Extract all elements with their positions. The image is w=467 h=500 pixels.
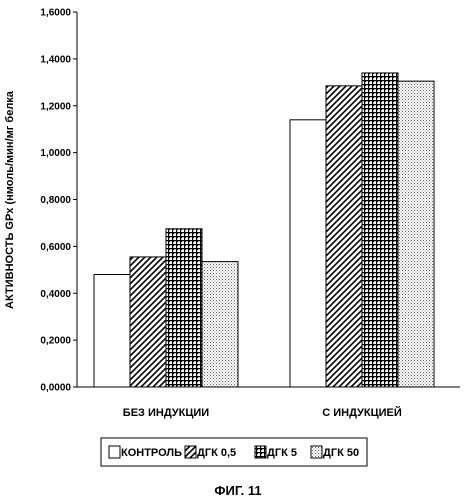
- legend-label: ДГК 0,5: [197, 447, 236, 459]
- x-category-label: С ИНДУКЦИЕЙ: [322, 406, 402, 419]
- bar: [202, 262, 238, 387]
- bar: [326, 86, 362, 387]
- figure-caption: ФИГ. 11: [214, 483, 261, 498]
- y-tick-label: 1,6000: [40, 8, 71, 19]
- y-tick-label: 1,2000: [40, 101, 71, 112]
- y-tick-label: 0,4000: [40, 289, 71, 300]
- legend-swatch: [185, 446, 196, 458]
- x-category-label: БЕЗ ИНДУКЦИИ: [123, 407, 210, 419]
- legend-swatch: [255, 446, 266, 458]
- y-axis-label: АКТИВНОСТЬ GPx (нмоль/мин/мг белка: [4, 90, 16, 309]
- y-tick-label: 0,0000: [40, 383, 71, 394]
- legend-swatch: [311, 446, 322, 458]
- y-tick-label: 1,4000: [40, 54, 71, 65]
- bars: [94, 73, 434, 387]
- bar: [130, 257, 166, 387]
- bar: [290, 120, 326, 387]
- bar: [362, 73, 398, 387]
- legend-label: ДГК 5: [267, 447, 297, 459]
- bar: [398, 81, 434, 387]
- y-tick-label: 0,2000: [40, 336, 71, 347]
- legend-label: ДГК 50: [323, 447, 359, 459]
- legend-label: КОНТРОЛЬ: [121, 447, 182, 459]
- y-axis-title: АКТИВНОСТЬ GPx (нмоль/мин/мг белка: [4, 90, 16, 309]
- bar: [166, 229, 202, 387]
- y-tick-label: 1,0000: [40, 148, 71, 159]
- y-tick-label: 0,8000: [40, 195, 71, 206]
- legend-swatch: [109, 446, 120, 458]
- bar: [94, 275, 130, 388]
- y-tick-label: 0,6000: [40, 242, 71, 253]
- legend: КОНТРОЛЬ ДГК 0,5 ДГК 5 ДГК 50: [101, 438, 367, 466]
